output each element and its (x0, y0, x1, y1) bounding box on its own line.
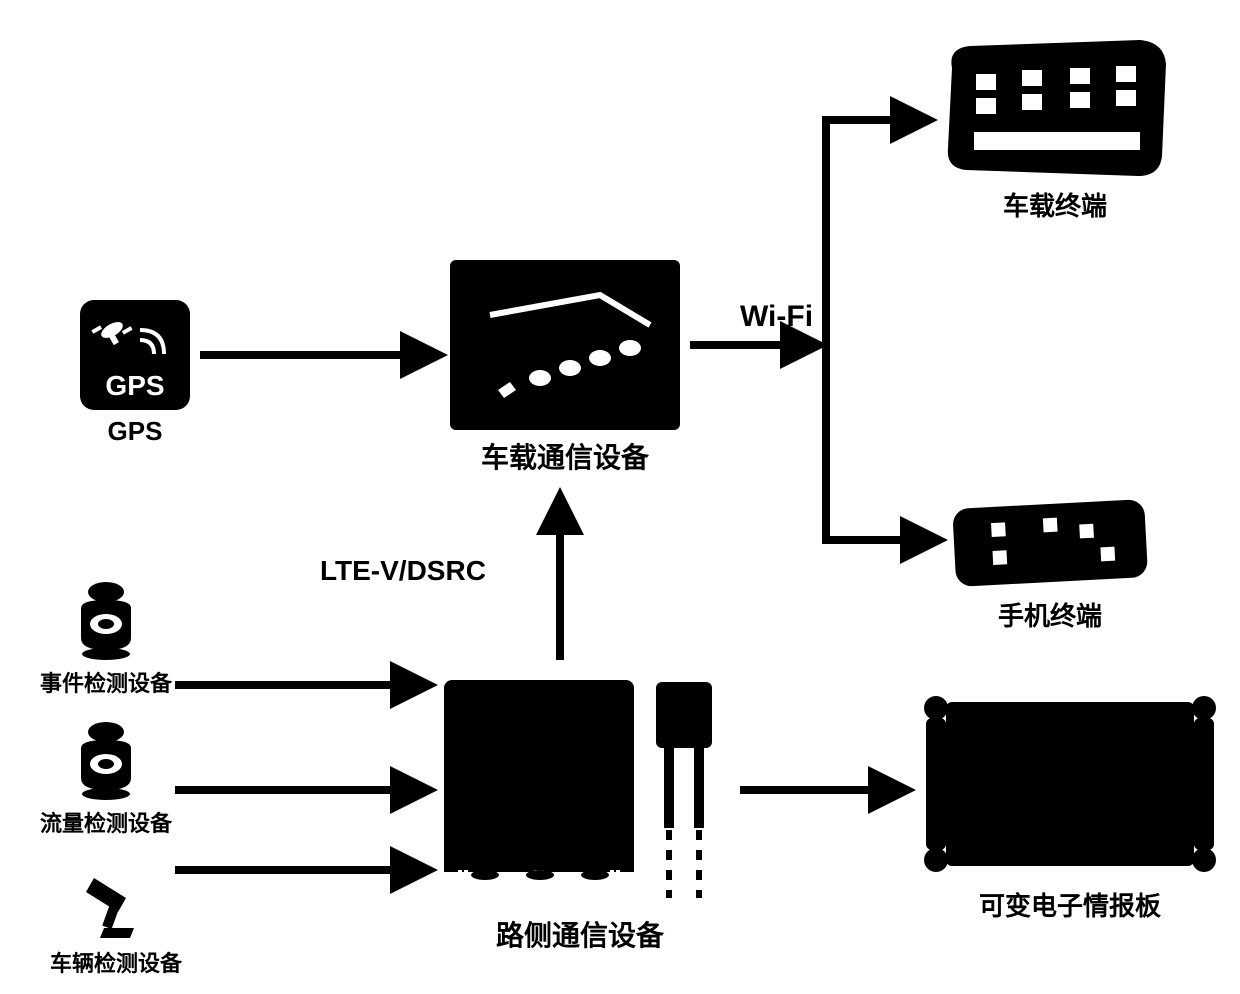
phone-terminal-label: 手机终端 (950, 596, 1150, 633)
node-vehicle-comm: 车载通信设备 (450, 260, 680, 476)
node-vehicle-terminal: 车载终端 (940, 40, 1170, 223)
vehicle-comm-label: 车载通信设备 (450, 436, 680, 476)
node-rsu: 路侧通信设备 (440, 670, 720, 954)
vehicle-detect-label: 车辆检测设备 (50, 946, 182, 978)
diagram-canvas: GPS GPS 车载通信设备 (0, 0, 1240, 994)
node-phone-terminal: 手机终端 (950, 490, 1150, 633)
camera-icon (61, 720, 151, 800)
edge-label-lte: LTE-V/DSRC (320, 555, 486, 587)
node-vehicle-detect: 车辆检测设备 (50, 870, 182, 978)
obu-icon (450, 260, 680, 430)
node-event-detect: 事件检测设备 (40, 580, 172, 698)
vms-label: 可变电子情报板 (920, 886, 1220, 923)
event-detect-label: 事件检测设备 (40, 666, 172, 698)
gps-icon: GPS (80, 300, 190, 410)
vehicle-terminal-label: 车载终端 (940, 186, 1170, 223)
node-flow-detect: 流量检测设备 (40, 720, 172, 838)
node-vms: 可变电子情报板 (920, 690, 1220, 923)
gps-label: GPS (80, 416, 190, 447)
node-gps: GPS GPS (80, 300, 190, 447)
rsu-icon (440, 670, 720, 900)
signboard-icon (920, 690, 1220, 880)
radar-icon (76, 870, 156, 940)
phone-icon (950, 490, 1150, 590)
dashboard-icon (940, 40, 1170, 180)
svg-text:GPS: GPS (105, 370, 164, 401)
rsu-label: 路侧通信设备 (440, 914, 720, 954)
edge-label-wifi: Wi-Fi (740, 300, 813, 334)
flow-detect-label: 流量检测设备 (40, 806, 172, 838)
camera-icon (61, 580, 151, 660)
